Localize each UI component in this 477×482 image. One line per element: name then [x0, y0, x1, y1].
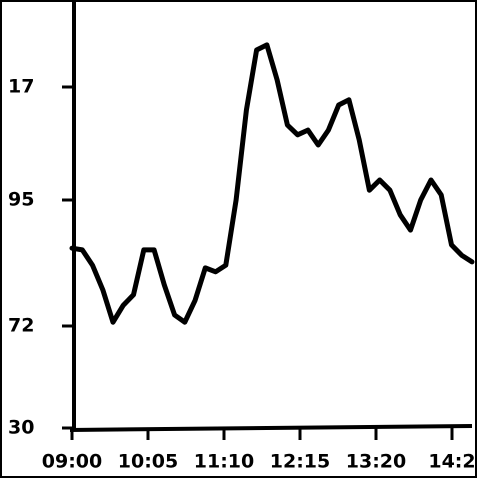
y-tick-label: 72 [8, 315, 34, 337]
x-tick-label: 11:10 [194, 451, 254, 473]
x-tick-label: 10:05 [118, 451, 178, 473]
y-tick-label: 17 [8, 76, 34, 98]
x-tick-label: 14:2 [428, 451, 475, 473]
chart: 30 72 95 17 09:00 10:05 11:10 12:15 13:20 14:2 [0, 0, 477, 478]
x-tick-label: 09:00 [42, 451, 102, 473]
x-tick-label: 12:15 [270, 451, 330, 473]
y-tick-label: 30 [8, 417, 34, 439]
y-tick-label: 95 [8, 189, 34, 211]
x-tick-label: 13:20 [346, 451, 406, 473]
